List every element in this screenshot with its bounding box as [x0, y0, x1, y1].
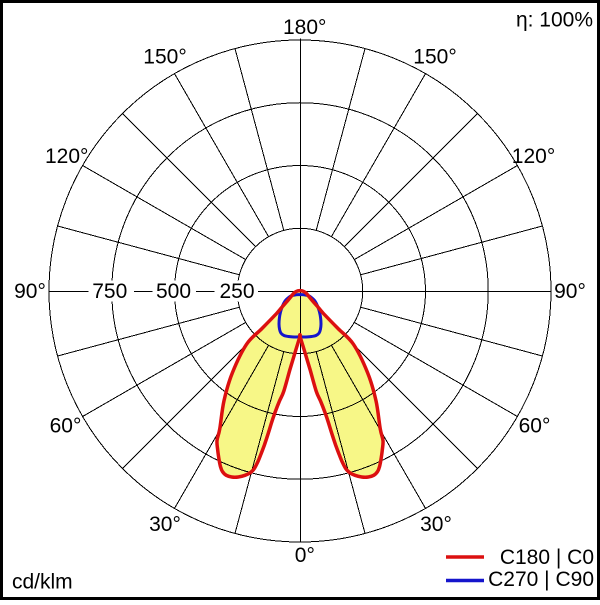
- svg-text:C180 | C0: C180 | C0: [500, 546, 594, 569]
- svg-text:60°: 60°: [519, 415, 551, 438]
- svg-text:0°: 0°: [295, 544, 315, 567]
- svg-text:cd/klm: cd/klm: [12, 571, 73, 594]
- svg-text:30°: 30°: [420, 513, 452, 536]
- svg-text:90°: 90°: [554, 280, 586, 303]
- svg-text:120°: 120°: [45, 145, 88, 168]
- svg-text:C270 | C90: C270 | C90: [488, 568, 594, 591]
- svg-text:90°: 90°: [14, 280, 46, 303]
- svg-text:180°: 180°: [283, 16, 326, 39]
- svg-text:750: 750: [92, 280, 127, 303]
- svg-text:60°: 60°: [50, 415, 82, 438]
- svg-text:500: 500: [156, 280, 191, 303]
- svg-text:η: 100%: η: 100%: [516, 9, 593, 32]
- svg-text:150°: 150°: [143, 46, 186, 69]
- svg-text:250: 250: [219, 280, 254, 303]
- svg-text:150°: 150°: [413, 46, 456, 69]
- svg-text:30°: 30°: [149, 513, 181, 536]
- svg-text:120°: 120°: [512, 145, 555, 168]
